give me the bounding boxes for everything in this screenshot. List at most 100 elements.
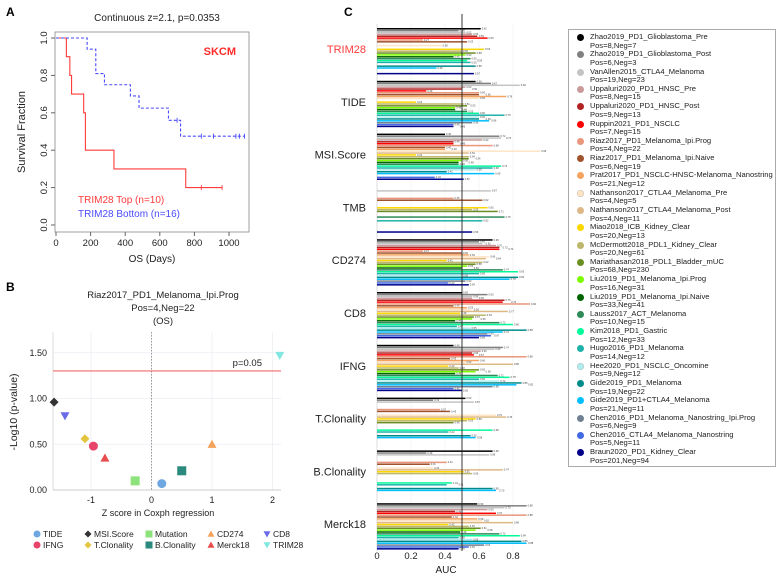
b-point-ifng xyxy=(88,441,98,451)
b-legend-item[interactable]: IFNG xyxy=(33,540,64,550)
legend-dataset-counts: Pos=6,Neg=9 xyxy=(590,421,637,431)
b-legend-item[interactable]: TRIM28 xyxy=(263,540,304,550)
c-bar-value: 0.82 xyxy=(528,383,534,387)
c-bar-value: 0.40 xyxy=(446,132,452,136)
c-bar xyxy=(377,305,454,307)
c-bar-value: 0.68 xyxy=(494,486,500,490)
c-bar-value: 0.51 xyxy=(465,102,471,106)
b-point-cd274 xyxy=(207,439,217,448)
c-bar-value: 0.80 xyxy=(514,322,520,326)
c-bar xyxy=(377,84,520,87)
c-bar-value: 0.52 xyxy=(466,360,472,364)
c-bar xyxy=(377,252,462,254)
c-bar xyxy=(377,148,445,151)
legend-color-dot xyxy=(577,68,584,76)
legend-color-dot xyxy=(577,51,584,59)
c-bar-value: 0.72 xyxy=(503,245,509,249)
c-group-cd8: CD80.500.650.560.560.750.740.900.450.530… xyxy=(344,291,537,340)
c-bar xyxy=(377,257,486,260)
c-bar xyxy=(377,467,434,469)
c-bar xyxy=(377,220,483,222)
c-bar-value: 0.60 xyxy=(480,91,486,95)
c-bar-value: 0.51 xyxy=(465,470,471,474)
b-legend-item[interactable]: MSI.Score xyxy=(84,529,134,539)
legend-dataset-counts: Pos=6,Neg=3 xyxy=(590,57,637,67)
c-bar-value: 0.41 xyxy=(448,258,454,262)
c-bar xyxy=(377,231,473,233)
b-y-tick-label: 1.50 xyxy=(29,348,47,358)
c-bar xyxy=(377,169,476,171)
c-bar xyxy=(377,533,500,535)
c-bar-value: 0.58 xyxy=(477,417,483,421)
c-bar xyxy=(377,525,469,528)
c-bar xyxy=(377,489,496,492)
c-bar-value: 0.72 xyxy=(500,134,506,138)
c-bar-value: 0.59 xyxy=(479,34,485,38)
legend-dataset-name: Zhao2019_PD1_Glioblastoma_Pre xyxy=(590,32,708,41)
c-bar xyxy=(377,101,417,103)
c-bar xyxy=(377,354,474,356)
c-bar xyxy=(377,376,510,379)
legend-dataset-name: Chen2016_CTLA4_Melanoma_Nanostring xyxy=(590,429,734,439)
c-bar xyxy=(377,484,447,486)
b-title-line3: (OS) xyxy=(153,316,173,327)
c-bar xyxy=(377,210,498,213)
b-point-cd8 xyxy=(60,412,70,421)
legend-dataset-counts: Pos=10,Neg=15 xyxy=(590,317,645,327)
c-bar-value: 0.53 xyxy=(468,264,474,268)
c-bar-value: 0.73 xyxy=(502,164,508,168)
km-x-tick-label: 0 xyxy=(53,238,58,249)
b-legend-marker xyxy=(84,541,92,549)
c-bar xyxy=(377,461,447,464)
c-bar xyxy=(377,135,500,137)
b-legend-item[interactable]: Mutation xyxy=(145,529,188,539)
c-bar xyxy=(377,329,527,331)
b-legend-item[interactable]: CD8 xyxy=(263,529,291,539)
c-bar-value: 0.53 xyxy=(477,58,483,62)
km-x-tick-label: 800 xyxy=(186,238,202,249)
c-x-tick-label: 0.6 xyxy=(472,551,485,562)
legend-color-dot xyxy=(577,380,584,387)
c-bar-value: 0.69 xyxy=(495,171,501,175)
c-bar-value: 0.63 xyxy=(485,47,491,51)
b-legend-label: B.Clonality xyxy=(155,540,196,550)
b-legend-item[interactable]: T.Clonality xyxy=(84,540,134,550)
c-bar xyxy=(377,421,454,424)
c-bar-value: 0.55 xyxy=(472,60,478,64)
b-legend-item[interactable]: Merck18 xyxy=(207,540,250,550)
c-bar-value: 0.72 xyxy=(500,532,506,536)
c-bar-value: 0.43 xyxy=(451,356,457,360)
legend-dataset-name: Uppaluri2020_PD1_HNSC_Post xyxy=(590,101,700,111)
c-bar xyxy=(377,348,495,351)
legend-dataset-name: VanAllen2015_CTLA4_Melanoma xyxy=(590,66,705,76)
c-bar-value: 0.70 xyxy=(497,511,503,515)
c-bar-value: 0.52 xyxy=(466,30,472,34)
c-bar-value: 0.74 xyxy=(504,345,510,349)
km-x-tick-label: 400 xyxy=(117,238,133,249)
c-bar-value: 0.60 xyxy=(480,240,486,244)
b-legend-marker xyxy=(84,530,92,538)
c-bar xyxy=(377,116,479,118)
c-bar-value: 0.31 xyxy=(431,462,437,466)
c-bar-value: 0.43 xyxy=(451,409,457,413)
c-bar xyxy=(377,331,503,333)
c-bar-value: 0.75 xyxy=(506,113,512,117)
c-bar xyxy=(377,436,476,439)
volcano-plot: Riaz2017_PD1_Melanoma_Ipi.Prog Pos=4,Neg… xyxy=(8,290,304,550)
c-bar-value: 0.60 xyxy=(480,368,486,372)
legend-color-dot xyxy=(577,431,584,439)
c-bar xyxy=(377,482,452,484)
b-legend-item[interactable]: B.Clonality xyxy=(145,540,197,550)
c-bar-value: 0.54 xyxy=(470,545,476,549)
b-legend-item[interactable]: CD274 xyxy=(207,529,244,539)
b-legend-item[interactable]: TIDE xyxy=(33,529,63,539)
legend-dataset-counts: Pos=19,Neg=23 xyxy=(590,75,645,85)
c-bar xyxy=(377,335,491,337)
c-bar-value: 0.45 xyxy=(455,196,461,200)
b-x-tick-label: 0 xyxy=(149,495,154,505)
legend-dataset-name: Liu2019_PD1_Melanoma_Ipi.Naive xyxy=(590,291,710,301)
legend-color-dot xyxy=(577,241,584,249)
c-bar-value: 0.45 xyxy=(455,421,461,425)
c-bar-value: 0.29 xyxy=(427,451,433,455)
legend-color-dot xyxy=(577,103,584,111)
